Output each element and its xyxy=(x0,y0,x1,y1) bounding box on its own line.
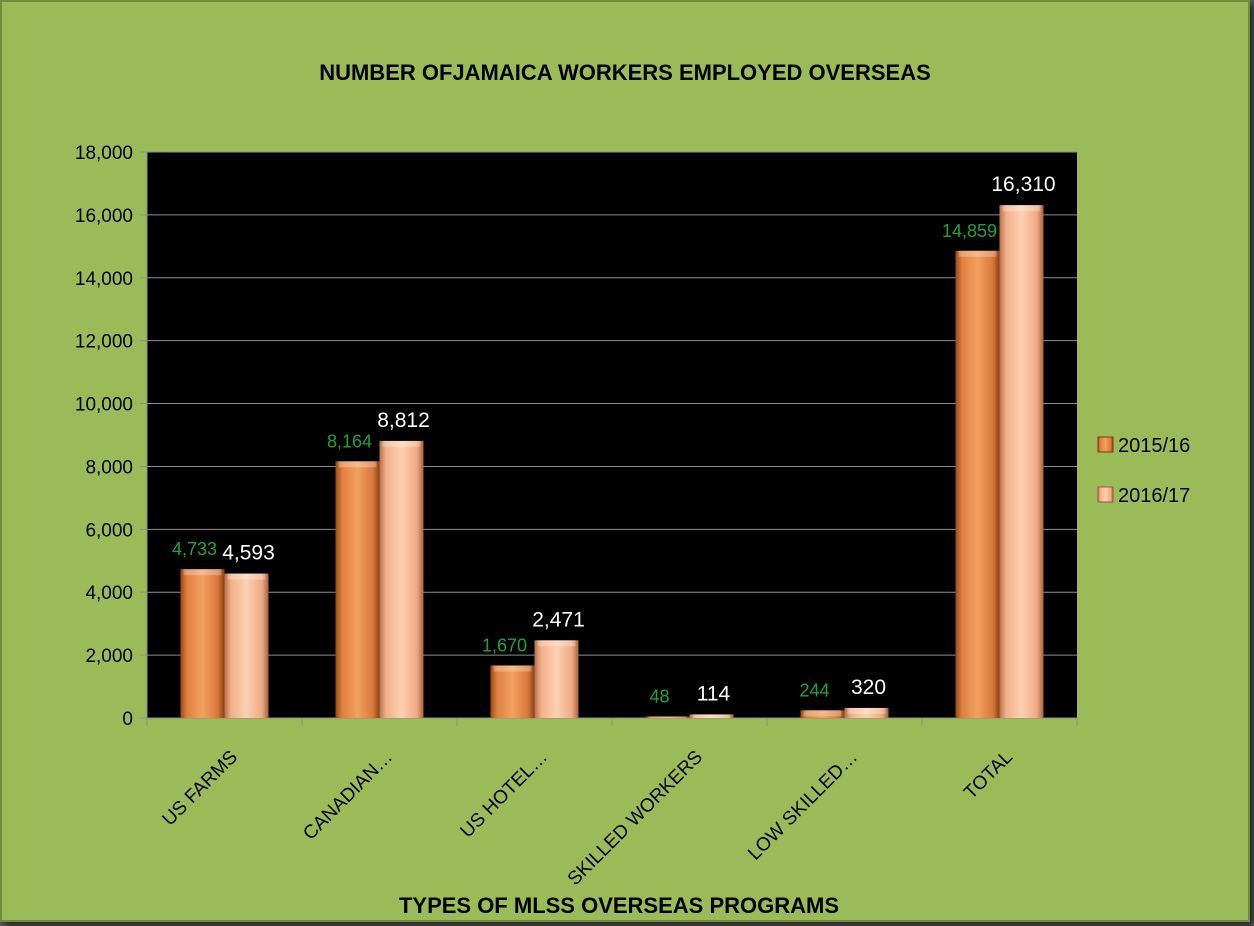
y-tick-label: 14,000 xyxy=(75,269,133,290)
data-label: 4,593 xyxy=(222,542,275,565)
category-label: TOTAL xyxy=(960,747,1017,804)
bar-2015-16 xyxy=(800,710,845,718)
bar-2016-17 xyxy=(999,205,1044,718)
bar-2015-16 xyxy=(645,716,690,718)
legend-label-2015-16: 2015/16 xyxy=(1118,435,1190,457)
bar-bevel xyxy=(958,250,997,257)
data-label: 1,670 xyxy=(482,635,527,655)
y-tick-label: 18,000 xyxy=(75,143,133,164)
bar-bevel xyxy=(847,707,886,714)
bar-bevel xyxy=(648,716,687,718)
data-label: 8,812 xyxy=(377,409,430,432)
data-label: 320 xyxy=(851,676,886,699)
y-tick-label: 2,000 xyxy=(85,646,133,667)
y-tick-label: 12,000 xyxy=(75,332,133,353)
bar-bevel xyxy=(493,665,532,672)
y-tick-label: 4,000 xyxy=(85,583,133,604)
y-tick-label: 16,000 xyxy=(75,206,133,227)
plot-area xyxy=(147,152,1077,718)
legend: 2015/16 2016/17 xyxy=(1097,435,1190,507)
category-label: US HOTEL… xyxy=(457,747,552,842)
bar-2016-17 xyxy=(689,714,734,718)
bar-2015-16 xyxy=(955,250,1000,718)
y-tick-label: 6,000 xyxy=(85,520,133,541)
bar-2015-16 xyxy=(180,569,225,718)
legend-label-2016-17: 2016/17 xyxy=(1118,485,1190,507)
y-tick-label: 0 xyxy=(122,709,133,730)
data-label: 8,164 xyxy=(327,431,372,451)
bar-bevel xyxy=(338,461,377,468)
y-tick-label: 8,000 xyxy=(85,457,133,478)
legend-swatch-2016-17 xyxy=(1097,486,1114,503)
data-label: 244 xyxy=(799,680,829,700)
data-label: 114 xyxy=(697,682,731,705)
data-label: 16,310 xyxy=(991,173,1055,196)
bar-2016-17 xyxy=(534,640,579,718)
bar-2016-17 xyxy=(224,573,269,718)
bar-2016-17 xyxy=(379,440,424,718)
bar-bevel xyxy=(692,714,731,718)
bar-bevel xyxy=(537,640,576,647)
bar-2015-16 xyxy=(335,461,380,718)
category-label: US FARMS xyxy=(159,747,243,831)
bar-bevel xyxy=(382,440,421,447)
bar-bevel xyxy=(803,710,842,717)
bar-bevel xyxy=(1002,205,1041,212)
category-label: LOW SKILLED… xyxy=(744,747,862,865)
data-label: 4,733 xyxy=(172,539,217,559)
data-label: 2,471 xyxy=(532,608,585,631)
bar-2015-16 xyxy=(490,665,535,718)
x-axis-title: TYPES OF MLSS OVERSEAS PROGRAMS xyxy=(399,893,839,918)
y-tick-label: 10,000 xyxy=(75,395,133,416)
category-label: SKILLED WORKERS xyxy=(564,747,707,890)
data-label: 48 xyxy=(649,686,669,706)
legend-swatch-2015-16 xyxy=(1097,436,1114,453)
bar-2016-17 xyxy=(844,707,889,718)
chart-title: NUMBER OFJAMAICA WORKERS EMPLOYED OVERSE… xyxy=(319,60,931,85)
bar-bevel xyxy=(227,573,266,580)
bar-bevel xyxy=(183,569,222,576)
data-label: 14,859 xyxy=(942,221,997,241)
category-label: CANADIAN… xyxy=(299,747,397,845)
